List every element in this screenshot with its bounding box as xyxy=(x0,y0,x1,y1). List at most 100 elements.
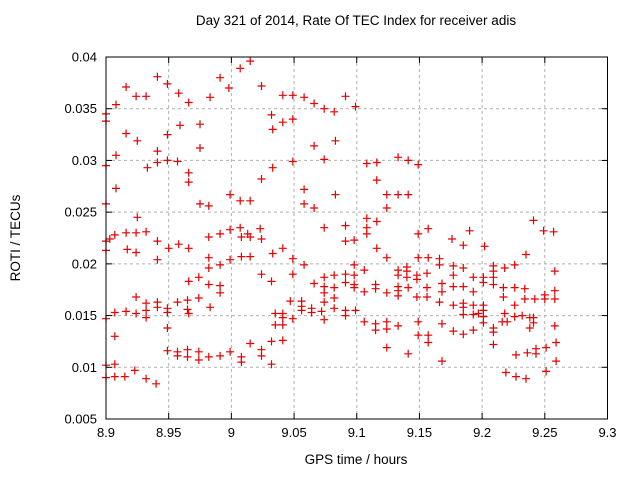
data-point xyxy=(184,277,193,286)
data-point xyxy=(132,293,141,301)
data-point xyxy=(123,245,132,254)
tick-marks xyxy=(105,56,608,420)
data-point xyxy=(246,339,255,348)
data-point xyxy=(341,237,350,246)
data-point xyxy=(351,306,360,315)
data-point xyxy=(278,313,287,322)
y-tick-label: 0.035 xyxy=(64,101,97,116)
data-point xyxy=(268,249,277,258)
y-tick-label: 0.01 xyxy=(72,360,97,375)
data-point xyxy=(469,326,478,335)
data-point xyxy=(257,235,266,243)
data-point xyxy=(153,303,162,312)
data-point xyxy=(310,279,319,288)
data-point xyxy=(206,303,215,312)
data-point xyxy=(372,176,381,185)
data-point xyxy=(423,269,431,278)
data-point xyxy=(320,104,329,113)
data-point xyxy=(236,64,245,73)
y-tick-label: 0.03 xyxy=(72,153,97,168)
data-point xyxy=(489,273,498,282)
data-point xyxy=(216,73,225,82)
data-point xyxy=(382,343,391,352)
data-point xyxy=(110,332,119,341)
x-tick-label: 9.3 xyxy=(598,425,616,440)
data-point xyxy=(404,349,413,358)
data-point xyxy=(163,324,172,332)
data-point xyxy=(552,338,561,347)
data-point xyxy=(132,248,141,257)
data-point xyxy=(163,308,172,317)
data-point xyxy=(226,190,235,199)
data-point xyxy=(372,217,381,226)
data-point xyxy=(257,82,266,90)
data-point xyxy=(176,121,184,130)
data-point xyxy=(267,360,276,369)
data-point xyxy=(142,313,151,322)
data-point xyxy=(164,244,173,253)
data-point xyxy=(133,213,142,222)
data-point xyxy=(448,235,456,243)
data-point xyxy=(438,279,446,288)
y-tick-label: 0.025 xyxy=(64,205,97,220)
data-point xyxy=(550,321,559,330)
data-point xyxy=(438,357,446,366)
data-point xyxy=(449,261,458,270)
data-point xyxy=(512,350,520,359)
data-point xyxy=(360,317,369,326)
data-point xyxy=(163,156,172,165)
x-axis-label: GPS time / hours xyxy=(305,452,408,467)
data-point xyxy=(489,280,498,289)
data-point xyxy=(350,271,359,280)
y-tick-label: 0.04 xyxy=(72,50,97,65)
data-point xyxy=(183,305,192,314)
data-point xyxy=(435,298,444,307)
data-point xyxy=(237,233,246,241)
data-point xyxy=(204,280,213,289)
data-point xyxy=(510,301,519,310)
data-point xyxy=(132,92,141,101)
data-point xyxy=(132,228,141,237)
data-point xyxy=(503,317,512,326)
data-point xyxy=(465,226,474,235)
data-point xyxy=(350,283,359,292)
data-point xyxy=(331,190,340,199)
x-tick-label: 9.25 xyxy=(532,425,557,440)
data-point xyxy=(286,297,295,306)
data-point xyxy=(404,283,413,292)
data-point xyxy=(414,229,423,238)
x-tick-label: 9.2 xyxy=(473,425,491,440)
data-point xyxy=(184,98,193,107)
data-point xyxy=(246,252,255,261)
data-point xyxy=(520,295,529,303)
data-point xyxy=(382,288,391,297)
data-point xyxy=(194,294,203,302)
data-point xyxy=(142,374,151,383)
data-point xyxy=(216,229,225,238)
data-point xyxy=(257,270,266,279)
data-point xyxy=(542,367,551,376)
data-point xyxy=(522,250,530,259)
data-point xyxy=(226,347,235,356)
data-point xyxy=(469,273,478,282)
data-point xyxy=(120,372,129,381)
data-point xyxy=(246,57,255,66)
data-point xyxy=(459,241,468,250)
data-point xyxy=(267,337,276,346)
x-tick-label: 9.1 xyxy=(348,425,366,440)
chart-title: Day 321 of 2014, Rate Of TEC Index for r… xyxy=(196,13,516,28)
data-point xyxy=(278,118,287,127)
data-point xyxy=(341,221,350,230)
x-tick-label: 9 xyxy=(228,425,235,440)
data-point xyxy=(184,178,193,187)
data-point xyxy=(183,345,192,354)
gridlines xyxy=(106,57,608,419)
data-point xyxy=(278,91,287,100)
data-point xyxy=(300,185,309,194)
data-point xyxy=(394,190,403,199)
data-point xyxy=(550,267,559,276)
data-point xyxy=(310,99,319,108)
data-point xyxy=(320,273,329,282)
x-tick-label: 9.15 xyxy=(407,425,432,440)
